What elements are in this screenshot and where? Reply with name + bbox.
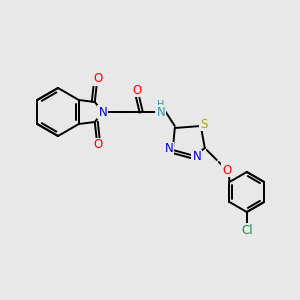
Text: N: N bbox=[98, 106, 107, 118]
Text: H: H bbox=[157, 100, 164, 110]
Text: O: O bbox=[222, 164, 231, 176]
Text: O: O bbox=[93, 139, 102, 152]
Text: O: O bbox=[132, 83, 141, 97]
Text: Cl: Cl bbox=[241, 224, 253, 236]
Text: O: O bbox=[93, 73, 102, 85]
Text: S: S bbox=[200, 118, 208, 130]
Text: N: N bbox=[156, 106, 165, 118]
Text: N: N bbox=[192, 151, 201, 164]
Text: N: N bbox=[164, 142, 173, 155]
